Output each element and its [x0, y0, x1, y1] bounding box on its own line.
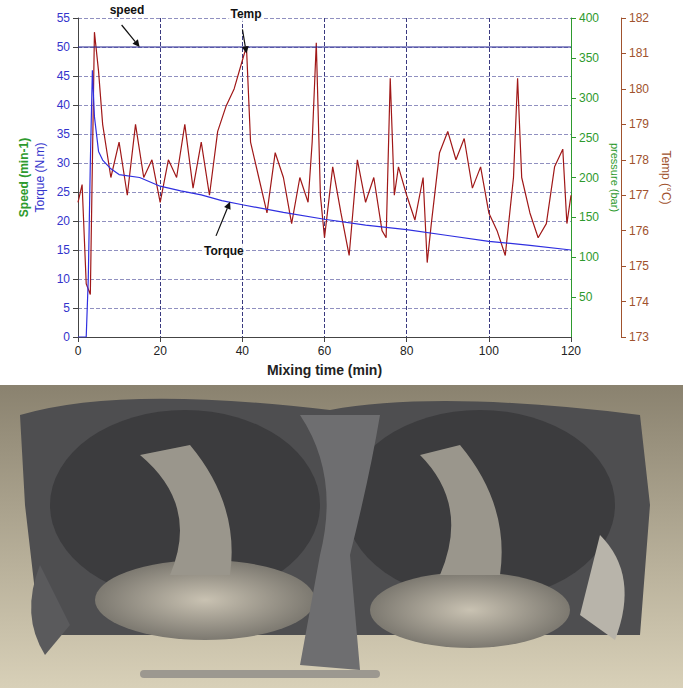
svg-text:177: 177: [629, 188, 649, 202]
svg-text:Speed (min-1): Speed (min-1): [17, 138, 31, 217]
svg-text:60: 60: [318, 344, 332, 358]
svg-text:300: 300: [579, 91, 599, 105]
svg-text:Temp (°C): Temp (°C): [659, 150, 673, 204]
svg-text:250: 250: [579, 131, 599, 145]
svg-text:350: 350: [579, 51, 599, 65]
svg-text:179: 179: [629, 117, 649, 131]
svg-text:20: 20: [57, 214, 71, 228]
svg-text:176: 176: [629, 224, 649, 238]
svg-text:181: 181: [629, 46, 649, 60]
svg-text:55: 55: [57, 11, 71, 25]
svg-text:30: 30: [57, 156, 71, 170]
svg-text:45: 45: [57, 69, 71, 83]
svg-text:0: 0: [63, 330, 70, 344]
svg-text:150: 150: [579, 210, 599, 224]
svg-text:200: 200: [579, 171, 599, 185]
svg-text:0: 0: [75, 344, 82, 358]
svg-text:174: 174: [629, 295, 649, 309]
svg-text:40: 40: [236, 344, 250, 358]
svg-text:Torque (N.m): Torque (N.m): [33, 142, 47, 212]
svg-text:speed: speed: [110, 3, 145, 17]
svg-text:15: 15: [57, 243, 71, 257]
svg-text:pressure (bar): pressure (bar): [609, 143, 621, 212]
svg-text:120: 120: [561, 344, 581, 358]
svg-text:180: 180: [629, 82, 649, 96]
svg-text:100: 100: [479, 344, 499, 358]
svg-text:40: 40: [57, 98, 71, 112]
svg-text:100: 100: [579, 250, 599, 264]
svg-text:50: 50: [57, 40, 71, 54]
svg-text:182: 182: [629, 11, 649, 25]
svg-text:Temp: Temp: [230, 7, 261, 21]
svg-text:50: 50: [579, 290, 593, 304]
svg-text:400: 400: [579, 11, 599, 25]
svg-text:173: 173: [629, 330, 649, 344]
svg-text:175: 175: [629, 259, 649, 273]
svg-text:Torque: Torque: [204, 244, 244, 258]
svg-text:Mixing time (min): Mixing time (min): [267, 362, 382, 378]
svg-text:80: 80: [400, 344, 414, 358]
svg-text:20: 20: [153, 344, 167, 358]
svg-text:25: 25: [57, 185, 71, 199]
svg-text:5: 5: [63, 301, 70, 315]
svg-text:35: 35: [57, 127, 71, 141]
svg-text:10: 10: [57, 272, 71, 286]
svg-text:178: 178: [629, 153, 649, 167]
